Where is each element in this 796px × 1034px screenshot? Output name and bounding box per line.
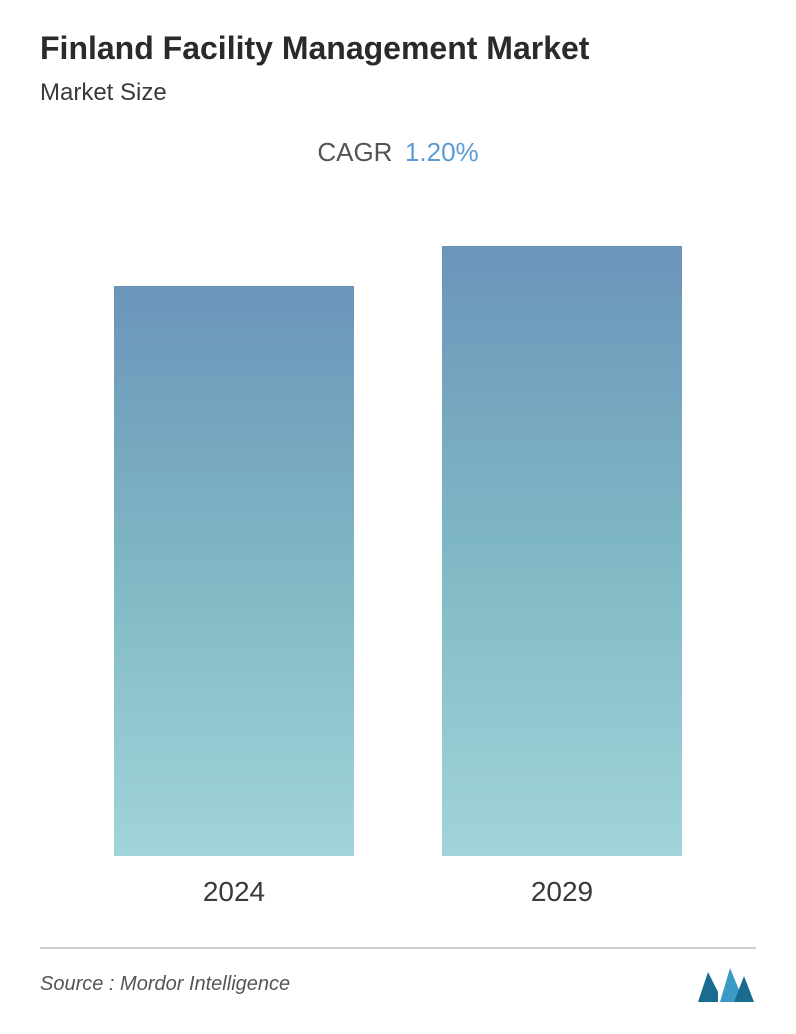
bar-2029 <box>442 246 682 856</box>
cagr-label: CAGR <box>317 137 392 167</box>
footer: Source : Mordor Intelligence <box>40 947 756 1004</box>
chart-subtitle: Market Size <box>40 79 756 107</box>
source-text: Source : Mordor Intelligence <box>40 973 290 996</box>
chart-area: 2024 2029 <box>40 228 756 908</box>
chart-title: Finland Facility Management Market <box>40 30 756 67</box>
cagr-row: CAGR 1.20% <box>40 137 756 168</box>
bar-group-2024: 2024 <box>114 286 354 908</box>
mordor-logo-icon <box>696 964 756 1004</box>
bar-label-2024: 2024 <box>203 876 265 908</box>
bar-label-2029: 2029 <box>531 876 593 908</box>
bar-group-2029: 2029 <box>442 246 682 908</box>
cagr-value: 1.20% <box>405 137 479 167</box>
bar-2024 <box>114 286 354 856</box>
